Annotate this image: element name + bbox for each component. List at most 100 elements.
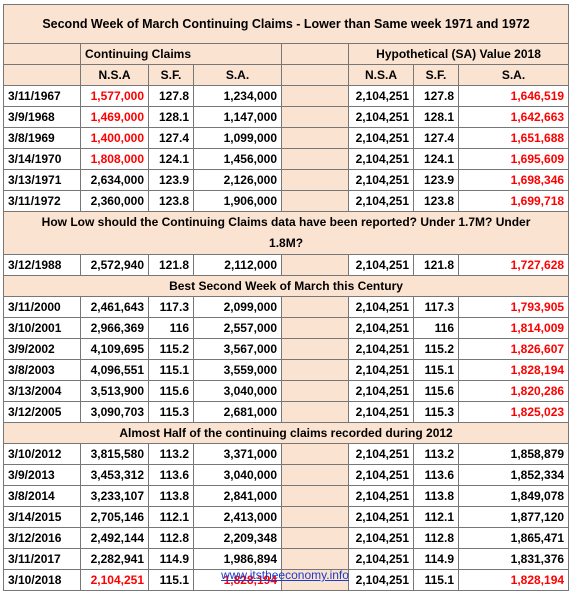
value-cell: 2,104,251 <box>348 338 414 360</box>
value-cell: 2,104,251 <box>348 254 414 276</box>
gap-cell <box>281 359 349 381</box>
table-row: How Low should the Continuing Claims dat… <box>2 211 570 255</box>
value-cell: 1,698,346 <box>457 169 570 191</box>
value-cell: 1,852,334 <box>457 464 570 486</box>
value-cell: 2,104,251 <box>348 190 414 212</box>
table-row: 3/8/2003 4,096,551 115.1 3,559,000 2,104,251… <box>3 359 570 381</box>
section-heading: Best Second Week of March this Century <box>2 275 570 297</box>
value-cell: 2,360,000 <box>80 190 149 212</box>
value-cell: 3,040,000 <box>193 464 282 486</box>
value-cell: 3,040,000 <box>193 380 282 402</box>
value-cell: 1,820,286 <box>457 380 570 402</box>
value-cell: 2,126,000 <box>193 169 282 191</box>
value-cell: 1,646,519 <box>457 85 570 107</box>
value-cell: 3,567,000 <box>193 338 282 360</box>
table-title: Second Week of March Continuing Claims -… <box>2 4 570 44</box>
date-cell: 3/12/2005 <box>3 401 81 423</box>
claims-table: Second Week of March Continuing Claims -… <box>2 4 570 591</box>
value-cell: 115.3 <box>148 401 194 423</box>
value-cell: 1,642,663 <box>457 106 570 128</box>
value-cell: 2,104,251 <box>348 548 414 570</box>
value-cell: 2,104,251 <box>348 169 414 191</box>
value-cell: 2,461,643 <box>80 296 149 318</box>
blank-cell <box>3 43 81 65</box>
value-cell: 117.3 <box>413 296 459 318</box>
value-cell: 117.3 <box>148 296 194 318</box>
table-row: 3/12/2005 3,090,703 115.3 2,681,000 2,104,25… <box>3 401 570 423</box>
column-header: S.A. <box>193 64 282 86</box>
value-cell: 2,104,251 <box>348 443 414 465</box>
value-cell: 1,651,688 <box>457 127 570 149</box>
value-cell: 128.1 <box>413 106 459 128</box>
value-cell: 1,469,000 <box>80 106 149 128</box>
value-cell: 127.4 <box>413 127 459 149</box>
value-cell: 112.8 <box>413 527 459 549</box>
value-cell: 1,831,376 <box>457 548 570 570</box>
value-cell: 124.1 <box>413 148 459 170</box>
gap-cell <box>281 85 349 107</box>
table-row: 3/8/1969 1,400,000 127.4 1,099,000 2,104,251… <box>3 127 570 149</box>
value-cell: 113.6 <box>148 464 194 486</box>
value-cell: 2,104,251 <box>348 401 414 423</box>
value-cell: 2,104,251 <box>348 569 414 591</box>
value-cell: 2,104,251 <box>348 106 414 128</box>
value-cell: 3,453,312 <box>80 464 149 486</box>
date-cell: 3/8/2003 <box>3 359 81 381</box>
date-cell: 3/11/2000 <box>3 296 81 318</box>
gap-cell <box>281 443 349 465</box>
date-cell: 3/11/1972 <box>3 190 81 212</box>
gap-cell <box>281 506 349 528</box>
value-cell: 2,104,251 <box>348 296 414 318</box>
value-cell: 123.9 <box>413 169 459 191</box>
value-cell: 114.9 <box>413 548 459 570</box>
table-row: 3/10/2012 3,815,580 113.2 3,371,000 2,104,25… <box>3 443 570 465</box>
value-cell: 128.1 <box>148 106 194 128</box>
table-row: 3/12/2016 2,492,144 112.8 2,209,348 2,104,25… <box>3 527 570 549</box>
value-cell: 114.9 <box>148 548 194 570</box>
value-cell: 112.1 <box>413 506 459 528</box>
date-cell: 3/12/1988 <box>3 254 81 276</box>
gap-cell <box>281 64 349 86</box>
value-cell: 2,104,251 <box>348 127 414 149</box>
value-cell: 1,727,628 <box>457 254 570 276</box>
value-cell: 1,858,879 <box>457 443 570 465</box>
date-cell: 3/10/2001 <box>3 317 81 339</box>
table-row: 3/11/1967 1,577,000 127.8 1,234,000 2,104,25… <box>3 85 570 107</box>
source-link[interactable]: www.itstheeconomy.info <box>221 568 349 582</box>
value-cell: 2,104,251 <box>348 317 414 339</box>
value-cell: 1,234,000 <box>193 85 282 107</box>
gap-cell <box>281 527 349 549</box>
table-row: 3/11/1972 2,360,000 123.8 1,906,000 2,104,25… <box>3 190 570 212</box>
value-cell: 2,104,251 <box>348 506 414 528</box>
value-cell: 2,104,251 <box>348 148 414 170</box>
value-cell: 112.1 <box>148 506 194 528</box>
gap-cell <box>281 464 349 486</box>
value-cell: 2,104,251 <box>348 485 414 507</box>
column-header: N.S.A <box>80 64 149 86</box>
table-row: 3/9/2013 3,453,312 113.6 3,040,000 2,104,251… <box>3 464 570 486</box>
value-cell: 1,828,194 <box>457 359 570 381</box>
date-cell: 3/11/1967 <box>3 85 81 107</box>
value-cell: 1,099,000 <box>193 127 282 149</box>
table-row: 3/8/2014 3,233,107 113.8 2,841,000 2,104,251… <box>3 485 570 507</box>
value-cell: 2,492,144 <box>80 527 149 549</box>
table-row: 3/14/1970 1,808,000 124.1 1,456,000 2,104,25… <box>3 148 570 170</box>
value-cell: 2,705,146 <box>80 506 149 528</box>
table-row: 3/10/2018 2,104,251 115.1 1,828,194 2,104,25… <box>3 569 570 591</box>
value-cell: 124.1 <box>148 148 194 170</box>
column-header: S.A. <box>457 64 570 86</box>
value-cell: 1,986,894 <box>193 548 282 570</box>
gap-cell <box>281 148 349 170</box>
value-cell: 2,104,251 <box>348 380 414 402</box>
value-cell: 2,634,000 <box>80 169 149 191</box>
value-cell: 121.8 <box>413 254 459 276</box>
value-cell: 1,865,471 <box>457 527 570 549</box>
value-cell: 127.8 <box>148 85 194 107</box>
value-cell: 1,825,023 <box>457 401 570 423</box>
value-cell: 3,815,580 <box>80 443 149 465</box>
gap-cell <box>281 169 349 191</box>
value-cell: 2,572,940 <box>80 254 149 276</box>
value-cell: 113.2 <box>148 443 194 465</box>
group-header: Hypothetical (SA) Value 2018 <box>347 43 570 65</box>
column-header: S.F. <box>413 64 459 86</box>
